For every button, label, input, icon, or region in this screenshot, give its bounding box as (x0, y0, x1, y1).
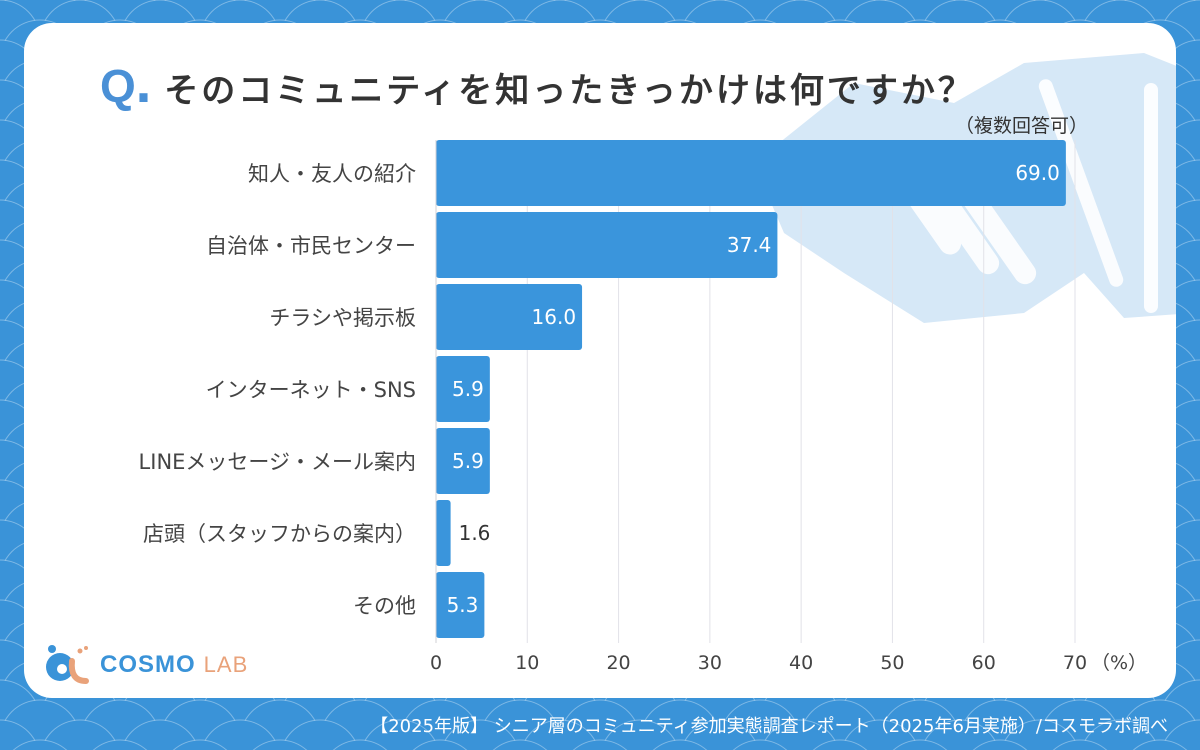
value-label: 5.9 (452, 449, 484, 473)
category-label: その他 (353, 594, 416, 618)
logo-text-cosmo: COSMO (100, 651, 196, 678)
chart-card: Q . そのコミュニティを知ったきっかけは何ですか？ （複数回答可） 知人・友人… (24, 23, 1176, 698)
value-label: 37.4 (727, 233, 772, 257)
x-tick-label: 40 (789, 652, 813, 674)
value-label: 1.6 (459, 521, 491, 545)
category-label: インターネット・SNS (206, 378, 416, 402)
value-label: 69.0 (1015, 161, 1060, 185)
category-label: 自治体・市民センター (206, 234, 416, 258)
x-axis-unit-label: （%） (1091, 652, 1147, 674)
bar-chart: 知人・友人の紹介 69.0 自治体・市民センター 37.4 チラシや掲示板 16.0 インタ… (139, 140, 1147, 674)
category-label: チラシや掲示板 (269, 306, 416, 330)
x-tick-label: 10 (515, 652, 539, 674)
x-tick-label: 30 (698, 652, 722, 674)
value-label: 5.3 (447, 593, 479, 617)
value-label: 16.0 (532, 305, 577, 329)
category-label: 知人・友人の紹介 (248, 162, 416, 186)
source-footer: 【2025年版】 シニア層のコミュニティ参加実態調査レポート（2025年6月実施… (370, 716, 1168, 737)
cosmo-lab-logo-icon (46, 645, 89, 684)
cosmo-lab-logo: COSMO LAB (42, 643, 248, 687)
x-tick-label: 20 (606, 652, 630, 674)
bar (436, 500, 451, 566)
bar (436, 140, 1066, 206)
x-tick-label: 70 (1063, 652, 1087, 674)
value-label: 5.9 (452, 377, 484, 401)
category-label: LINEメッセージ・メール案内 (139, 450, 416, 474)
logo-text-lab: LAB (203, 652, 249, 677)
category-label: 店頭（スタッフからの案内） (143, 522, 416, 546)
x-tick-label: 60 (972, 652, 996, 674)
x-tick-label: 0 (430, 652, 442, 674)
x-tick-label: 50 (880, 652, 904, 674)
